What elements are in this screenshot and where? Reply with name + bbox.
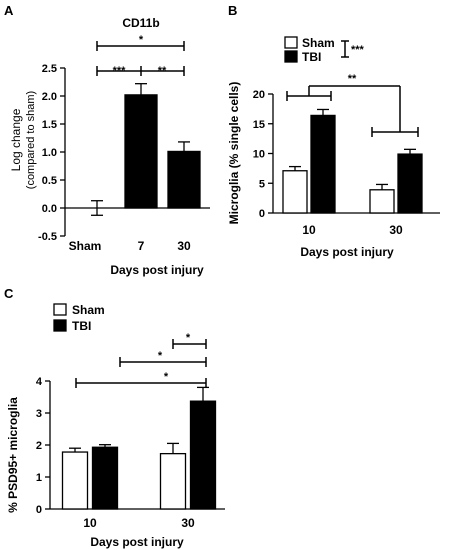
bar-b-tbi-10 xyxy=(310,114,336,214)
y-tick-label: 2 xyxy=(36,440,42,452)
x-tick-labels-a: Sham 7 30 xyxy=(69,239,191,253)
x-tick-label-c: 30 xyxy=(181,516,195,530)
y-ticks-a: -0.5 0.0 0.5 1.0 1.5 2.0 2.5 xyxy=(38,63,65,243)
y-tick-label: 0.5 xyxy=(42,175,57,187)
y-axis-sublabel-a: (compared to sham) xyxy=(25,91,37,189)
x-axis-label-a: Days post injury xyxy=(110,263,204,277)
x-tick-label-b: 30 xyxy=(389,223,403,237)
sig-label-a-7-30: ** xyxy=(158,65,167,77)
y-tick-label: 10 xyxy=(253,149,265,161)
bar-a-7 xyxy=(124,94,158,209)
y-axis-label-c: % PSD95+ microglia xyxy=(6,397,20,513)
x-tick-label-b: 10 xyxy=(302,223,316,237)
y-tick-label: 1.5 xyxy=(42,119,57,131)
y-tick-label: 5 xyxy=(259,178,265,190)
y-tick-label: 0.0 xyxy=(42,203,57,215)
sig-bracket-c-tbi10-tbi30 xyxy=(119,357,207,367)
legend-c: Sham TBI xyxy=(53,303,105,333)
x-tick-labels-b: 10 30 xyxy=(302,223,403,237)
y-tick-label: 2.5 xyxy=(42,63,57,75)
y-tick-label: 1 xyxy=(36,472,42,484)
sig-bracket-c-sham30-tbi30 xyxy=(172,339,207,349)
sig-label-c-sham30-tbi30: * xyxy=(186,332,191,344)
y-ticks-b: 0 5 10 15 20 xyxy=(253,89,273,220)
sig-label-a-sham-7: *** xyxy=(113,65,127,77)
bar-a-30 xyxy=(167,150,201,209)
legend-b: Sham TBI *** xyxy=(284,36,365,64)
y-tick-label: 4 xyxy=(36,376,43,388)
bar-c-tbi-30 xyxy=(189,400,217,510)
panel-label-c: C xyxy=(4,286,14,301)
panel-a: A CD11b Log change (compared to sham) -0… xyxy=(4,3,210,277)
panel-c: C Sham TBI % PSD95+ microglia 0 1 2 3 4 10 30… xyxy=(4,286,225,549)
sig-label-b-time: ** xyxy=(348,73,357,85)
bar-c-sham-30 xyxy=(159,452,187,510)
bars-a xyxy=(91,83,201,216)
y-tick-label: 20 xyxy=(253,89,265,101)
panel-label-a: A xyxy=(4,3,14,18)
y-axis-label-a: Log change xyxy=(9,108,23,171)
legend-label-tbi-b: TBI xyxy=(302,50,321,64)
sig-bracket-b-time xyxy=(286,85,419,137)
x-axis-label-b: Days post injury xyxy=(300,245,394,259)
sig-bracket-a-sham-30 xyxy=(96,41,185,51)
bars-c xyxy=(61,386,217,510)
x-tick-label-a: Sham xyxy=(69,239,102,253)
y-tick-label: 15 xyxy=(253,119,265,131)
x-tick-labels-c: 10 30 xyxy=(83,516,195,530)
sig-label-c-tbi10-tbi30: * xyxy=(158,350,163,362)
sig-bracket-a-7-30 xyxy=(141,66,185,76)
y-axis-label-b: Microglia (% single cells) xyxy=(227,82,241,225)
x-tick-label-a: 30 xyxy=(177,239,191,253)
legend-label-sham-c: Sham xyxy=(72,303,105,317)
bar-b-sham-10 xyxy=(282,170,308,214)
sig-label-c-sham10-tbi30: * xyxy=(164,371,169,383)
y-tick-label: -0.5 xyxy=(38,231,57,243)
panel-b: B Sham TBI *** Microglia (% single cells… xyxy=(227,3,440,259)
y-ticks-c: 0 1 2 3 4 xyxy=(36,376,50,516)
y-tick-label: 2.0 xyxy=(42,91,57,103)
sig-label-a-sham-30: * xyxy=(139,34,144,46)
legend-swatch-tbi-c xyxy=(53,319,67,332)
y-tick-label: 0 xyxy=(36,504,42,516)
bar-b-sham-30 xyxy=(369,189,395,214)
x-axis-label-c: Days post injury xyxy=(90,535,184,549)
bar-c-sham-10 xyxy=(61,451,89,510)
legend-swatch-sham-b xyxy=(284,36,298,49)
x-tick-label-a: 7 xyxy=(138,239,145,253)
legend-swatch-tbi-b xyxy=(284,50,298,63)
y-tick-label: 3 xyxy=(36,408,42,420)
bar-c-tbi-10 xyxy=(91,446,119,510)
panel-label-b: B xyxy=(228,3,237,18)
sig-label-b-group: *** xyxy=(351,44,365,56)
legend-label-sham-b: Sham xyxy=(302,36,335,50)
y-tick-label: 0 xyxy=(259,208,265,220)
legend-swatch-sham-c xyxy=(53,303,67,316)
bar-b-tbi-30 xyxy=(397,153,423,214)
y-tick-label: 1.0 xyxy=(42,147,57,159)
bars-b xyxy=(282,108,423,214)
sig-bracket-b-group xyxy=(341,40,349,58)
x-tick-label-c: 10 xyxy=(83,516,97,530)
legend-label-tbi-c: TBI xyxy=(72,319,91,333)
sig-bracket-c-sham10-tbi30 xyxy=(75,378,207,388)
chart-title-a: CD11b xyxy=(122,16,159,30)
